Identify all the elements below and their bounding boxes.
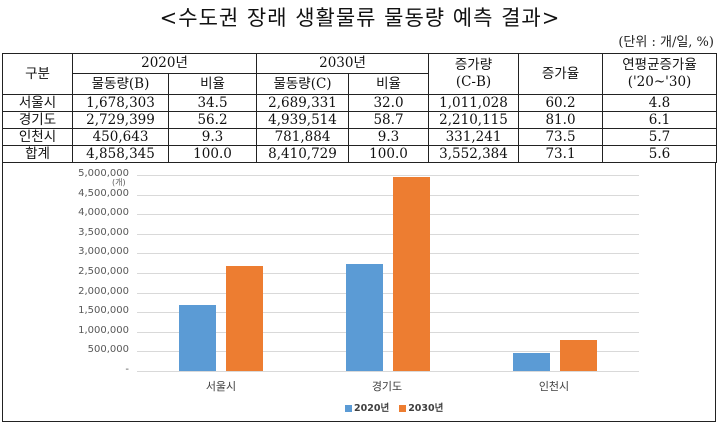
y-tick-label: -	[125, 364, 129, 375]
cell-region: 경기도	[2, 111, 73, 129]
gridline	[137, 312, 639, 314]
header-increase: 증가량 (C-B)	[428, 53, 519, 95]
unit-note: (단위 : 개/일, %)	[618, 35, 714, 50]
cell-rate: 73.1	[518, 145, 603, 163]
cell-ratio2030: 100.0	[348, 145, 429, 163]
gridline	[137, 331, 639, 333]
bar-2-1	[560, 340, 598, 371]
cell-increase: 2,210,115	[428, 111, 519, 129]
gridline	[137, 273, 639, 274]
legend-item-2020: 2020년	[345, 400, 389, 414]
legend-swatch-2020	[345, 405, 352, 412]
cell-ratio2020: 9.3	[168, 128, 257, 146]
header-region: 구분	[2, 53, 73, 95]
cell-ratio2020: 34.5	[168, 94, 257, 112]
cell-vol2020: 4,858,345	[72, 145, 169, 163]
header-rate: 증가율	[518, 53, 603, 95]
y-tick-label: 4,500,000	[78, 187, 129, 199]
table-row-total: 합계 4,858,345 100.0 8,410,729 100.0 3,552…	[2, 145, 717, 163]
cell-region: 합계	[2, 145, 73, 163]
cell-cagr: 5.7	[602, 128, 717, 146]
gridline	[137, 351, 639, 353]
y-tick-label: 2,000,000	[78, 285, 129, 297]
cell-ratio2030: 32.0	[348, 94, 429, 112]
bar-1-0	[346, 264, 383, 371]
cell-cagr: 4.8	[602, 94, 717, 112]
y-tick-label: 3,500,000	[78, 226, 129, 238]
cell-vol2030: 781,884	[256, 128, 349, 146]
legend-swatch-2030	[399, 405, 407, 412]
data-table: 구분 2020년 2030년 증가량 (C-B) 증가율 연평균증가율 ('20~'…	[2, 53, 717, 163]
cell-increase: 1,011,028	[428, 94, 519, 112]
cell-vol2020: 450,643	[72, 128, 169, 146]
bar-2-0	[513, 353, 551, 371]
y-tick-label: 3,000,000	[78, 246, 129, 258]
gridline	[137, 253, 639, 255]
header-cagr: 연평균증가율 ('20~'30)	[602, 53, 717, 95]
cell-vol2030: 8,410,729	[256, 145, 349, 163]
gridline	[137, 233, 639, 235]
header-2030: 2030년	[256, 53, 429, 74]
header-ratio-2020: 비율	[168, 73, 257, 95]
cell-rate: 73.5	[518, 128, 603, 146]
chart-legend: 2020년 2030년	[345, 400, 443, 414]
cell-increase: 3,552,384	[428, 145, 519, 163]
cell-rate: 81.0	[518, 111, 603, 129]
table-row: 인천시 450,643 9.3 781,884 9.3 331,241 73.5…	[2, 128, 717, 146]
gridline	[137, 214, 639, 216]
cell-cagr: 5.6	[602, 145, 717, 163]
y-tick-label: 2,500,000	[78, 266, 129, 277]
legend-item-2030: 2030년	[399, 400, 443, 414]
cell-ratio2020: 100.0	[168, 145, 257, 163]
cell-ratio2030: 58.7	[348, 111, 429, 129]
gridline	[137, 175, 639, 176]
header-vol-c: 물동량(C)	[256, 73, 349, 95]
cell-region: 서울시	[2, 94, 73, 112]
bar-0-1	[225, 265, 263, 371]
cell-vol2020: 2,729,399	[72, 111, 169, 129]
y-tick-label: 1,000,000	[78, 324, 129, 336]
header-vol-b: 물동량(B)	[72, 73, 169, 95]
x-category-gyeonggi: 경기도	[371, 380, 403, 393]
y-tick-label: 500,000	[87, 344, 129, 356]
y-axis-unit: (개)	[112, 178, 126, 187]
cell-ratio2030: 9.3	[348, 128, 429, 146]
gridline	[137, 292, 639, 294]
y-tick-label: 5,000,000	[78, 168, 129, 179]
bar-chart: (개) 서울시 경기도 인천시 2020년 2030년 - 500,000 1,00…	[2, 162, 716, 422]
x-category-seoul: 서울시	[205, 380, 237, 393]
x-category-incheon: 인천시	[538, 380, 570, 393]
cell-region: 인천시	[2, 128, 73, 146]
y-tick-label: 1,500,000	[78, 305, 129, 317]
gridline	[137, 371, 639, 372]
header-ratio-2030: 비율	[348, 73, 429, 95]
page-title: <수도권 장래 생활물류 물동량 예측 결과>	[159, 6, 561, 30]
cell-rate: 60.2	[518, 94, 603, 112]
cell-ratio2020: 56.2	[168, 111, 257, 129]
y-tick-label: 4,000,000	[78, 207, 129, 219]
cell-vol2030: 2,689,331	[256, 94, 349, 112]
cell-increase: 331,241	[428, 128, 519, 146]
gridline	[137, 194, 639, 196]
bar-0-0	[178, 305, 216, 371]
bar-1-1	[393, 177, 430, 371]
cell-vol2020: 1,678,303	[72, 94, 169, 112]
header-2020: 2020년	[72, 53, 257, 74]
table-row: 경기도 2,729,399 56.2 4,939,514 58.7 2,210,…	[2, 111, 717, 129]
cell-vol2030: 4,939,514	[256, 111, 349, 129]
table-row: 서울시 1,678,303 34.5 2,689,331 32.0 1,011,…	[2, 94, 717, 112]
cell-cagr: 6.1	[602, 111, 717, 129]
